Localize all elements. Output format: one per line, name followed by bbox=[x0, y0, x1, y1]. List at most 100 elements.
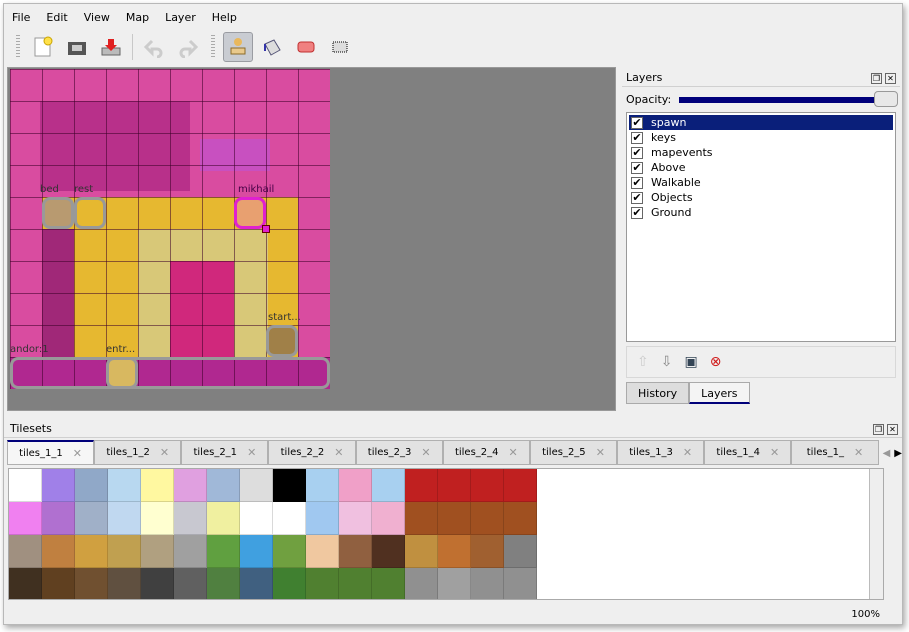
tile[interactable] bbox=[405, 535, 438, 568]
tile[interactable] bbox=[108, 535, 141, 568]
tile[interactable] bbox=[504, 535, 537, 568]
tile[interactable] bbox=[339, 568, 372, 599]
tile[interactable] bbox=[273, 568, 306, 599]
visibility-checkbox[interactable]: ✔ bbox=[631, 160, 643, 174]
menu-edit[interactable]: Edit bbox=[46, 11, 68, 24]
tab-layers[interactable]: Layers bbox=[689, 382, 750, 404]
tile[interactable] bbox=[174, 502, 207, 535]
tile[interactable] bbox=[438, 502, 471, 535]
opacity-slider[interactable] bbox=[679, 90, 898, 107]
tile[interactable] bbox=[108, 469, 141, 502]
tile[interactable] bbox=[141, 469, 174, 502]
tile[interactable] bbox=[372, 568, 405, 599]
float-icon[interactable]: ❐ bbox=[871, 73, 882, 84]
tile[interactable] bbox=[174, 535, 207, 568]
tileset-tab[interactable]: tiles_2_2 ✕ bbox=[268, 440, 356, 465]
tile[interactable] bbox=[306, 502, 339, 535]
save-button[interactable] bbox=[96, 32, 126, 62]
new-button[interactable] bbox=[28, 32, 58, 62]
tile[interactable] bbox=[174, 568, 207, 599]
resize-handle[interactable] bbox=[262, 225, 270, 233]
redo-button[interactable] bbox=[173, 32, 203, 62]
tile[interactable] bbox=[504, 469, 537, 502]
tile[interactable] bbox=[405, 469, 438, 502]
close-tab-icon[interactable]: ✕ bbox=[508, 446, 518, 459]
tileset-tab[interactable]: tiles_1_ ✕ bbox=[791, 440, 879, 465]
tileset-tab[interactable]: tiles_2_3 ✕ bbox=[355, 440, 443, 465]
tile[interactable] bbox=[306, 535, 339, 568]
tile[interactable] bbox=[240, 469, 273, 502]
close-tab-icon[interactable]: ✕ bbox=[159, 446, 170, 459]
tile[interactable] bbox=[9, 535, 42, 568]
visibility-checkbox[interactable]: ✔ bbox=[631, 130, 643, 144]
layer-item[interactable]: ✔ Ground bbox=[629, 205, 893, 220]
tile[interactable] bbox=[438, 535, 471, 568]
tile[interactable] bbox=[438, 568, 471, 599]
visibility-checkbox[interactable]: ✔ bbox=[631, 175, 643, 189]
tileset-tab[interactable]: tiles_1_3 ✕ bbox=[617, 440, 705, 465]
menu-view[interactable]: View bbox=[83, 11, 110, 24]
toolbar-grip[interactable] bbox=[211, 35, 215, 59]
lower-layer-icon[interactable]: ⇩ bbox=[660, 354, 673, 370]
close-tab-icon[interactable]: ✕ bbox=[72, 446, 82, 460]
tile[interactable] bbox=[42, 502, 75, 535]
layer-item[interactable]: ✔ keys bbox=[629, 130, 893, 145]
visibility-checkbox[interactable]: ✔ bbox=[631, 205, 643, 219]
tile[interactable] bbox=[75, 568, 108, 599]
close-icon[interactable]: ✕ bbox=[885, 73, 896, 84]
tile[interactable] bbox=[75, 469, 108, 502]
tile[interactable] bbox=[141, 502, 174, 535]
rectangle-select-button[interactable] bbox=[325, 32, 355, 62]
tileset-tab[interactable]: tiles_1_4 ✕ bbox=[704, 440, 792, 465]
tile[interactable] bbox=[75, 502, 108, 535]
tile[interactable] bbox=[306, 469, 339, 502]
tile[interactable] bbox=[207, 469, 240, 502]
close-tab-icon[interactable]: ✕ bbox=[247, 446, 257, 459]
tile[interactable] bbox=[108, 502, 141, 535]
tile[interactable] bbox=[438, 469, 471, 502]
close-tab-icon[interactable]: ✕ bbox=[682, 446, 693, 459]
raise-layer-icon[interactable]: ⇧ bbox=[637, 354, 649, 370]
duplicate-layer-icon[interactable]: ▣ bbox=[684, 354, 698, 370]
tile[interactable] bbox=[240, 568, 273, 599]
map-object-entr[interactable] bbox=[106, 357, 138, 389]
tile[interactable] bbox=[108, 568, 141, 599]
tile[interactable] bbox=[339, 469, 372, 502]
menu-file[interactable]: File bbox=[12, 11, 31, 24]
tile[interactable] bbox=[273, 535, 306, 568]
visibility-checkbox[interactable]: ✔ bbox=[631, 115, 643, 129]
close-tab-icon[interactable]: ✕ bbox=[421, 446, 431, 459]
layer-item[interactable]: ✔ Walkable bbox=[629, 175, 893, 190]
tile[interactable] bbox=[504, 568, 537, 599]
open-button[interactable] bbox=[62, 32, 92, 62]
tileset-tab[interactable]: tiles_1_2 ✕ bbox=[94, 440, 182, 465]
map-object-bed[interactable] bbox=[42, 197, 74, 229]
tile[interactable] bbox=[504, 502, 537, 535]
tile[interactable] bbox=[339, 535, 372, 568]
tile[interactable] bbox=[471, 502, 504, 535]
tile[interactable] bbox=[471, 568, 504, 599]
scroll-left-icon[interactable]: ◀ bbox=[882, 447, 891, 459]
tile[interactable] bbox=[273, 469, 306, 502]
menu-map[interactable]: Map bbox=[125, 11, 150, 24]
menu-help[interactable]: Help bbox=[211, 11, 237, 24]
tile[interactable] bbox=[240, 535, 273, 568]
vertical-scrollbar[interactable] bbox=[869, 469, 883, 599]
close-icon[interactable]: ✕ bbox=[887, 424, 898, 435]
tile[interactable] bbox=[42, 469, 75, 502]
tile[interactable] bbox=[471, 535, 504, 568]
tile[interactable] bbox=[471, 469, 504, 502]
map-canvas[interactable]: bed rest mikhail start... andor:1 entr..… bbox=[10, 69, 330, 389]
tile[interactable] bbox=[240, 502, 273, 535]
stamp-brush-button[interactable] bbox=[223, 32, 253, 62]
tileset-view[interactable] bbox=[8, 468, 884, 600]
tile[interactable] bbox=[9, 568, 42, 599]
tileset-tab[interactable]: tiles_1_1 ✕ bbox=[7, 440, 95, 465]
tile[interactable] bbox=[273, 502, 306, 535]
float-icon[interactable]: ❐ bbox=[873, 424, 884, 435]
tab-history[interactable]: History bbox=[626, 382, 690, 404]
map-object-mikhail[interactable] bbox=[234, 197, 266, 229]
tile[interactable] bbox=[207, 502, 240, 535]
scroll-right-icon[interactable]: ▶ bbox=[894, 447, 902, 459]
map-object-rest[interactable] bbox=[74, 197, 106, 229]
